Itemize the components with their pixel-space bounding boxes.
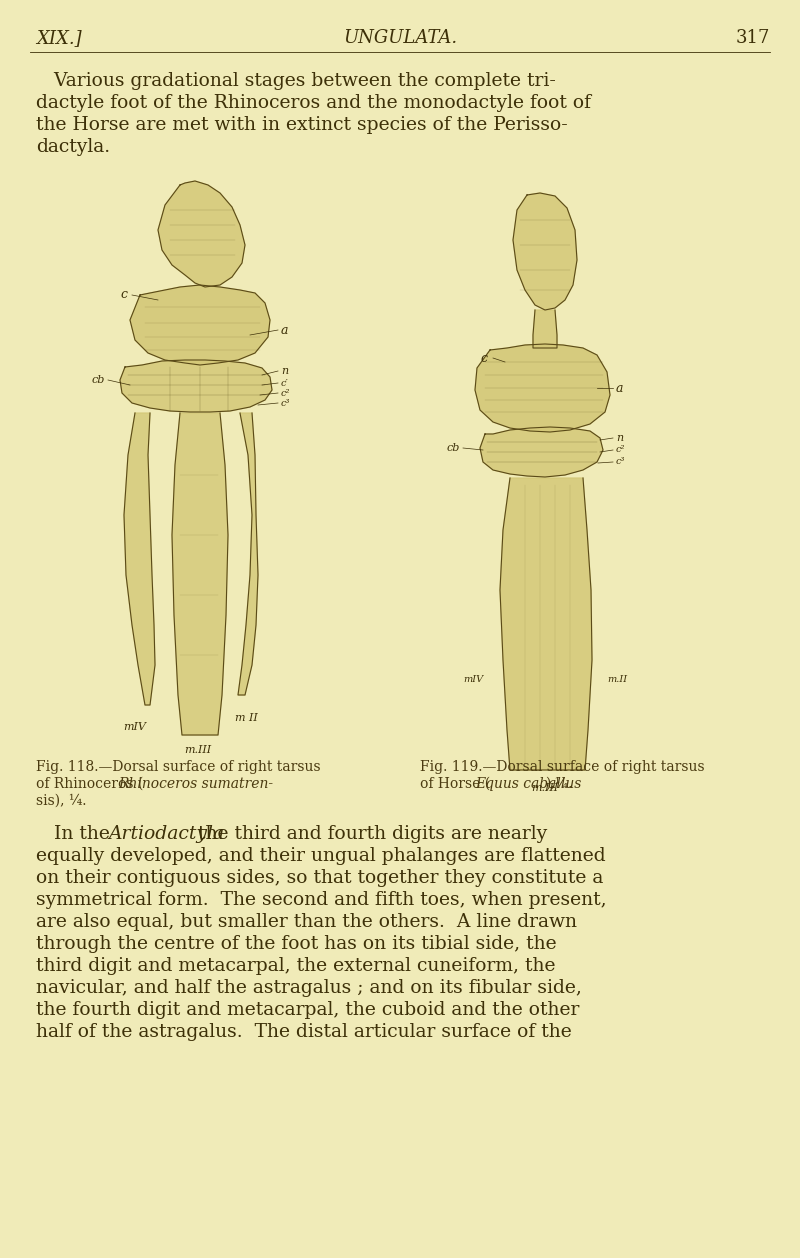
Text: XIX.]: XIX.] [36,29,82,47]
Text: the fourth digit and metacarpal, the cuboid and the other: the fourth digit and metacarpal, the cub… [36,1001,579,1019]
Text: on their contiguous sides, so that together they constitute a: on their contiguous sides, so that toget… [36,869,603,887]
Text: sis), ¼.: sis), ¼. [36,794,86,808]
Text: symmetrical form.  The second and fifth toes, when present,: symmetrical form. The second and fifth t… [36,891,606,910]
Text: c: c [120,288,127,302]
Polygon shape [480,426,603,477]
Text: are also equal, but smaller than the others.  A line drawn: are also equal, but smaller than the oth… [36,913,577,931]
Text: equally developed, and their ungual phalanges are flattened: equally developed, and their ungual phal… [36,847,606,866]
Polygon shape [238,413,258,694]
Text: c²: c² [281,389,290,398]
Text: dactyle foot of the Rhinoceros and the monodactyle foot of: dactyle foot of the Rhinoceros and the m… [36,94,591,112]
Text: n: n [616,433,623,443]
Text: navicular, and half the astragalus ; and on its fibular side,: navicular, and half the astragalus ; and… [36,979,582,998]
Polygon shape [130,286,270,365]
Polygon shape [124,413,155,704]
Text: ),¹⁄₄.: ),¹⁄₄. [545,777,572,791]
Text: a: a [616,381,623,395]
Text: mIV: mIV [123,722,146,732]
Text: half of the astragalus.  The distal articular surface of the: half of the astragalus. The distal artic… [36,1023,572,1042]
Text: 317: 317 [736,29,770,47]
Text: through the centre of the foot has on its tibial side, the: through the centre of the foot has on it… [36,935,557,954]
Polygon shape [158,181,245,287]
Text: Fig. 119.—Dorsal surface of right tarsus: Fig. 119.—Dorsal surface of right tarsus [420,760,705,774]
Text: Fig. 118.—Dorsal surface of right tarsus: Fig. 118.—Dorsal surface of right tarsus [36,760,321,774]
Polygon shape [500,478,592,770]
Text: mIV: mIV [463,676,483,684]
Text: cb: cb [446,443,460,453]
Text: UNGULATA.: UNGULATA. [343,29,457,47]
Text: n: n [281,366,288,376]
Polygon shape [120,360,272,413]
Text: m.II: m.II [607,676,627,684]
Text: c³: c³ [281,399,290,408]
Text: c: c [480,351,487,365]
Text: cb: cb [92,375,105,385]
Polygon shape [533,309,557,348]
Text: m.III: m.III [531,782,558,793]
Text: a: a [281,323,289,336]
Text: dactyla.: dactyla. [36,138,110,156]
Text: c′: c′ [281,379,289,387]
Text: In the: In the [36,825,116,843]
Text: Equus caballus: Equus caballus [475,777,582,791]
Text: the third and fourth digits are nearly: the third and fourth digits are nearly [192,825,547,843]
Text: of Rhinoceros (: of Rhinoceros ( [36,777,143,791]
Text: Artiodactyla: Artiodactyla [108,825,224,843]
Polygon shape [475,343,610,431]
Text: third digit and metacarpal, the external cuneiform, the: third digit and metacarpal, the external… [36,957,555,975]
Text: of Horse (: of Horse ( [420,777,490,791]
Text: Various gradational stages between the complete tri-: Various gradational stages between the c… [36,72,556,91]
Text: the Horse are met with in extinct species of the Perisso-: the Horse are met with in extinct specie… [36,116,568,135]
Text: Rhinoceros sumatren-: Rhinoceros sumatren- [118,777,274,791]
Polygon shape [172,413,228,735]
Text: m.III: m.III [185,745,211,755]
Polygon shape [513,192,577,309]
Text: c³: c³ [616,458,626,467]
Text: c²: c² [616,445,626,454]
Text: m II: m II [234,713,258,723]
